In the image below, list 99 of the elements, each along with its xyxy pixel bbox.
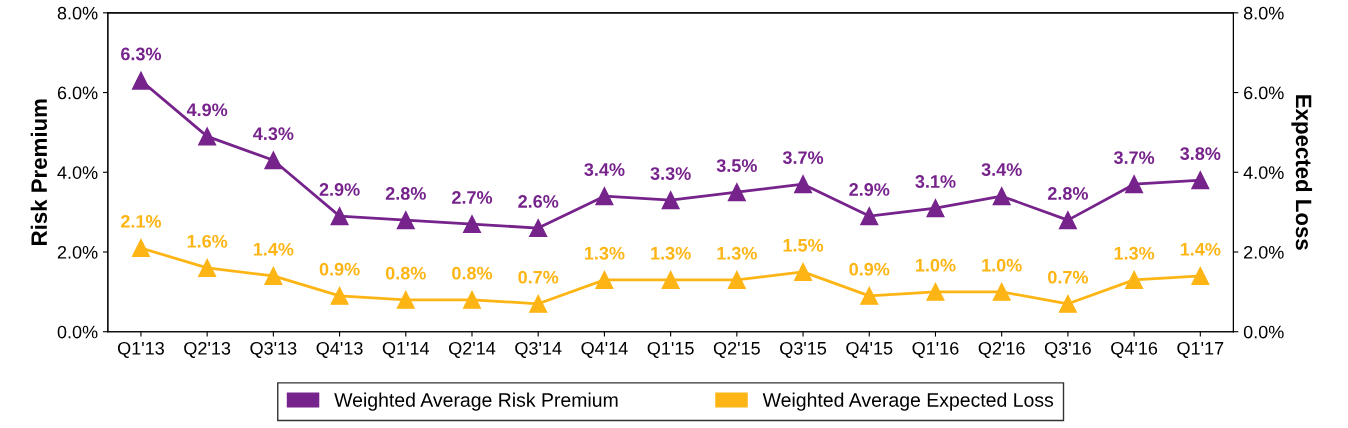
point	[661, 191, 680, 210]
data-label: 1.4%	[1180, 242, 1221, 256]
x-tick-label: Q4'15	[846, 341, 893, 358]
y-tick-label: 6.0%	[57, 86, 98, 100]
legend-label: Weighted Average Risk Premium	[334, 392, 618, 411]
x-tick-label: Q2'14	[449, 341, 496, 358]
data-label: 6.3%	[121, 47, 162, 61]
y2-tick-label: 8.0%	[1243, 6, 1284, 20]
data-label: 3.7%	[1113, 151, 1155, 165]
data-label: 2.8%	[385, 187, 426, 200]
point	[926, 199, 945, 218]
data-label: 1.3%	[651, 246, 691, 260]
point	[1191, 171, 1210, 190]
data-label: 0.7%	[1048, 270, 1088, 284]
data-label: 0.8%	[385, 266, 426, 280]
point	[131, 238, 150, 258]
x-tick-label: Q1'14	[382, 341, 430, 358]
data-label: 1.3%	[1114, 246, 1155, 260]
point	[1191, 266, 1210, 285]
point	[529, 219, 548, 238]
point	[926, 282, 945, 301]
data-label: 1.5%	[783, 238, 824, 252]
x-tick-label: Q4'16	[1111, 341, 1158, 358]
data-label: 3.7%	[782, 151, 824, 165]
data-label: 3.5%	[716, 159, 757, 172]
data-label: 3.1%	[915, 175, 956, 188]
x-tick-label: Q3'13	[250, 341, 297, 358]
x-tick-label: Q1'13	[117, 341, 164, 358]
point	[264, 266, 283, 285]
point	[198, 258, 217, 277]
point	[330, 286, 349, 305]
point	[727, 183, 746, 202]
data-label: 0.8%	[452, 266, 493, 280]
data-label: 2.9%	[849, 183, 890, 196]
data-label: 2.6%	[518, 195, 559, 208]
y2-axis-title: Expected Loss	[1291, 95, 1313, 250]
point	[1125, 270, 1144, 289]
x-tick-label: Q2'15	[713, 341, 760, 358]
x-tick-label: Q3'15	[780, 341, 827, 358]
data-label: 3.8%	[1180, 147, 1221, 161]
data-label: 3.3%	[650, 167, 691, 180]
point	[330, 207, 349, 226]
point	[992, 282, 1011, 301]
y-tick-label: 4.0%	[57, 166, 98, 179]
x-tick-label: Q1'16	[912, 341, 959, 358]
data-label: 2.1%	[121, 214, 162, 228]
point	[264, 151, 283, 170]
data-label: 1.0%	[982, 258, 1022, 272]
point	[396, 211, 415, 230]
point	[131, 71, 150, 90]
point	[595, 270, 614, 289]
point	[794, 262, 813, 281]
point	[198, 127, 217, 146]
data-label: 4.3%	[253, 127, 294, 141]
data-label: 0.9%	[319, 262, 360, 276]
data-label: 0.9%	[849, 262, 890, 276]
y-axis-title: Risk Premium	[30, 99, 48, 245]
point	[661, 270, 680, 289]
data-label: 2.8%	[1047, 187, 1088, 200]
data-label: 1.6%	[187, 234, 228, 248]
point	[860, 207, 879, 226]
data-label: 0.7%	[518, 270, 559, 284]
point	[727, 270, 746, 289]
data-label: 4.9%	[186, 103, 228, 117]
x-tick-label: Q4'13	[316, 341, 363, 358]
y2-tick-label: 0.0%	[1243, 325, 1284, 339]
x-tick-label: Q2'16	[978, 341, 1025, 358]
x-tick-label: Q1'15	[647, 341, 694, 358]
y-tick-label: 2.0%	[57, 245, 98, 259]
point	[1058, 294, 1077, 313]
y2-tick-label: 6.0%	[1244, 86, 1284, 100]
x-tick-label: Q1'17	[1177, 341, 1224, 358]
x-tick-label: Q4'14	[581, 341, 628, 358]
x-tick-label: Q2'13	[184, 341, 231, 358]
data-label: 1.3%	[584, 246, 625, 260]
point	[992, 187, 1011, 206]
point	[529, 294, 548, 313]
point	[396, 290, 415, 309]
y2-tick-label: 2.0%	[1244, 245, 1284, 259]
point	[860, 286, 879, 305]
data-label: 2.7%	[452, 191, 493, 204]
point	[794, 175, 813, 194]
x-tick-label: Q3'14	[515, 341, 562, 358]
point	[595, 187, 614, 206]
legend-label: Weighted Average Expected Loss	[762, 392, 1054, 411]
x-tick-label: Q3'16	[1044, 341, 1091, 358]
point	[462, 215, 482, 234]
data-label: 3.4%	[981, 163, 1022, 176]
data-label: 1.3%	[717, 246, 757, 260]
data-label: 1.4%	[253, 242, 294, 256]
point	[1125, 175, 1144, 194]
data-label: 3.4%	[584, 163, 625, 176]
point	[1058, 211, 1077, 230]
data-label: 2.9%	[319, 183, 360, 196]
data-label: 1.0%	[916, 258, 956, 272]
point	[462, 290, 482, 309]
y-tick-label: 8.0%	[57, 6, 98, 20]
y2-tick-label: 4.0%	[1243, 166, 1284, 179]
y-tick-label: 0.0%	[57, 325, 98, 339]
